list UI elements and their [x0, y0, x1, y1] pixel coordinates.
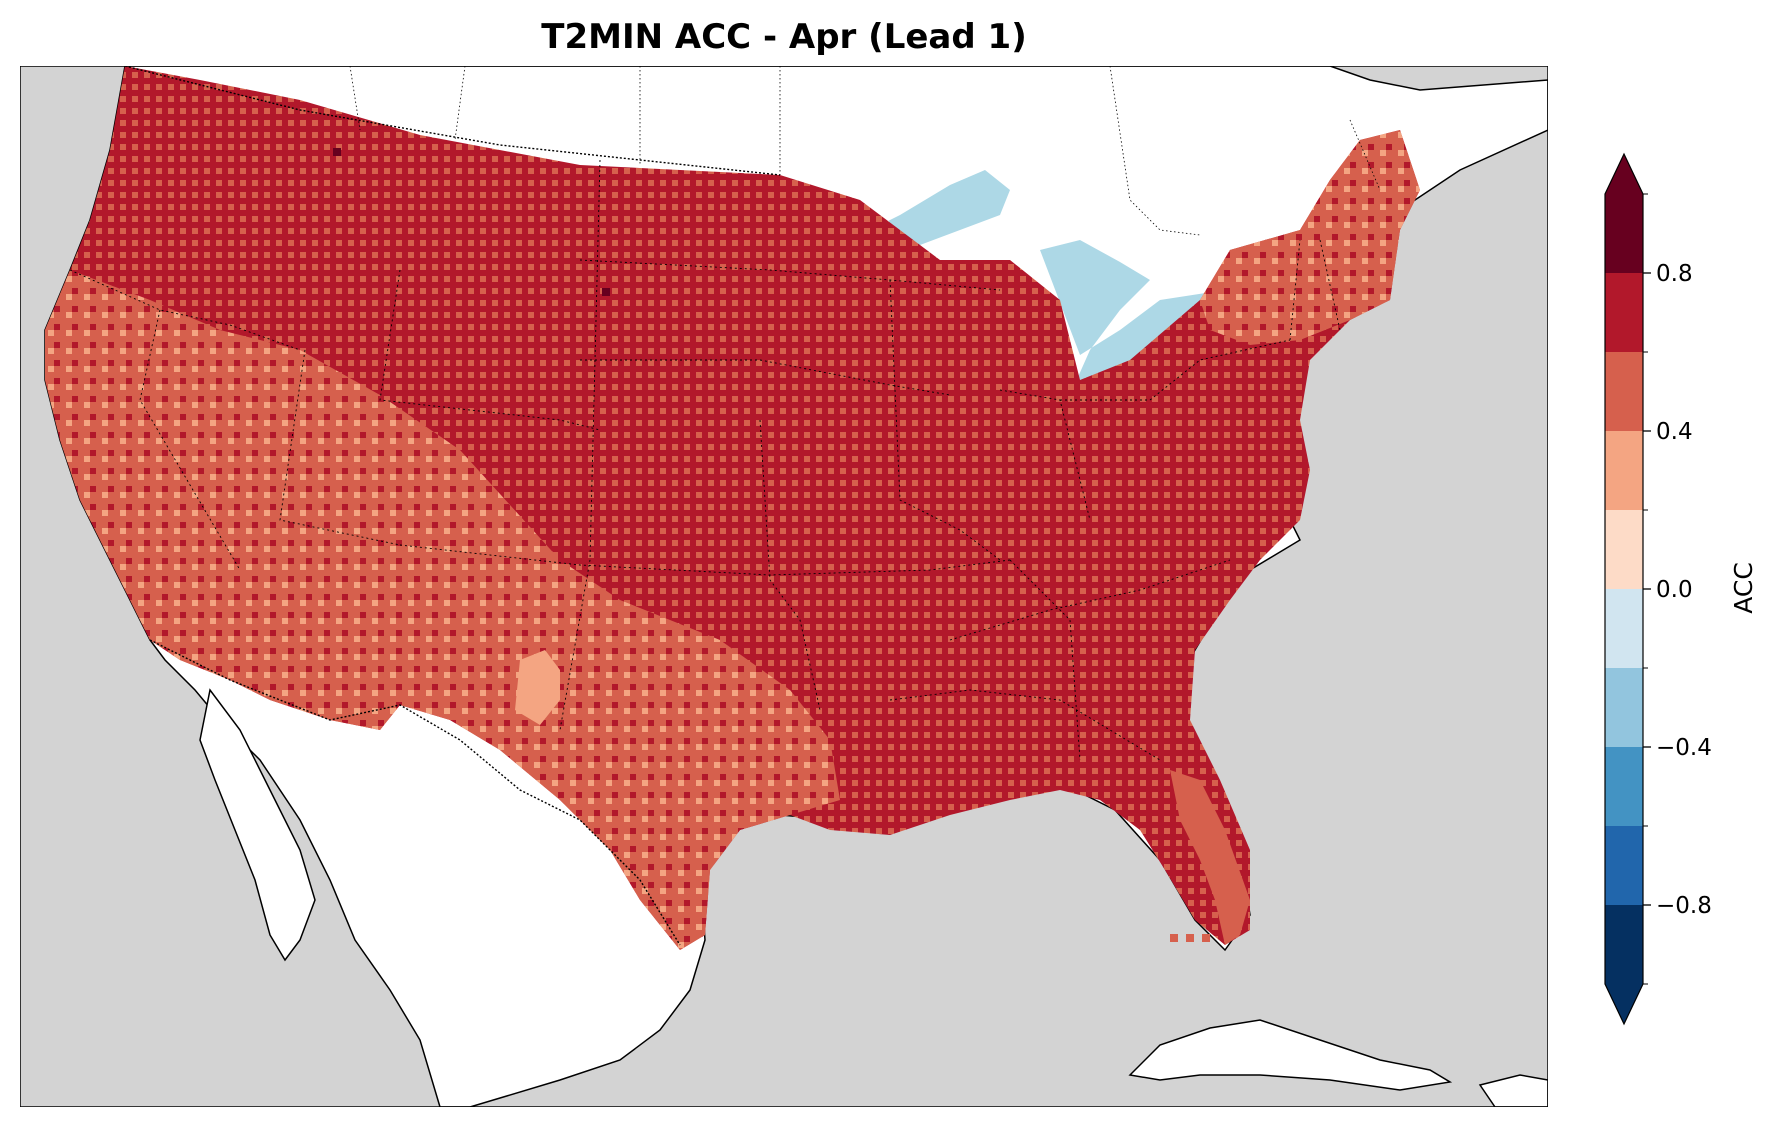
lake-huron-erie-ontario — [1040, 240, 1225, 395]
hispaniola — [1478, 1074, 1548, 1107]
acc-field-west — [45, 270, 840, 950]
colorbar-tick-label: 0.8 — [1656, 261, 1693, 287]
colorbar-extend-min — [1605, 984, 1643, 1024]
colorbar-bin — [1605, 194, 1643, 273]
acc-field-northeast — [1200, 130, 1420, 345]
baja-california — [199, 688, 316, 962]
map-panel — [20, 66, 1548, 1107]
colorbar-tick-label: 0.4 — [1656, 419, 1693, 445]
colorbar-label: ACC — [1729, 562, 1758, 614]
colorbar-bin — [1605, 352, 1643, 431]
acc-peak-cell — [602, 288, 610, 296]
colorbar-tick-label: −0.8 — [1656, 893, 1712, 919]
acc-isolated-cells — [1170, 934, 1178, 942]
colorbar-bin — [1605, 589, 1643, 668]
acc-isolated-cells — [1202, 934, 1210, 942]
colorbar-bin — [1605, 826, 1643, 905]
acc-field-florida — [1170, 770, 1250, 945]
map-title: T2MIN ACC - Apr (Lead 1) — [541, 17, 1026, 57]
colorbar-bin — [1605, 431, 1643, 510]
acc-isolated-cells — [1186, 934, 1194, 942]
acc-peak-cell — [333, 148, 341, 156]
colorbar-tick-label: −0.4 — [1656, 735, 1712, 761]
province-borders — [349, 66, 1381, 236]
acc-field-low-patch — [515, 650, 560, 725]
colorbar-bin — [1605, 510, 1643, 589]
acc-field-east — [45, 66, 1420, 950]
colorbar: 0.8 0.4 0.0 −0.4 −0.8 — [1604, 152, 1712, 1026]
cuba — [1128, 1019, 1453, 1091]
colorbar-extend-max — [1605, 154, 1643, 194]
state-borders — [69, 159, 1341, 761]
international-borders — [124, 66, 781, 946]
colorbar-tick-label: 0.0 — [1656, 577, 1693, 603]
colorbar-bin — [1605, 668, 1643, 747]
colorbar-bin — [1605, 747, 1643, 826]
colorbar-bin — [1605, 905, 1643, 984]
colorbar-bin — [1605, 273, 1643, 352]
